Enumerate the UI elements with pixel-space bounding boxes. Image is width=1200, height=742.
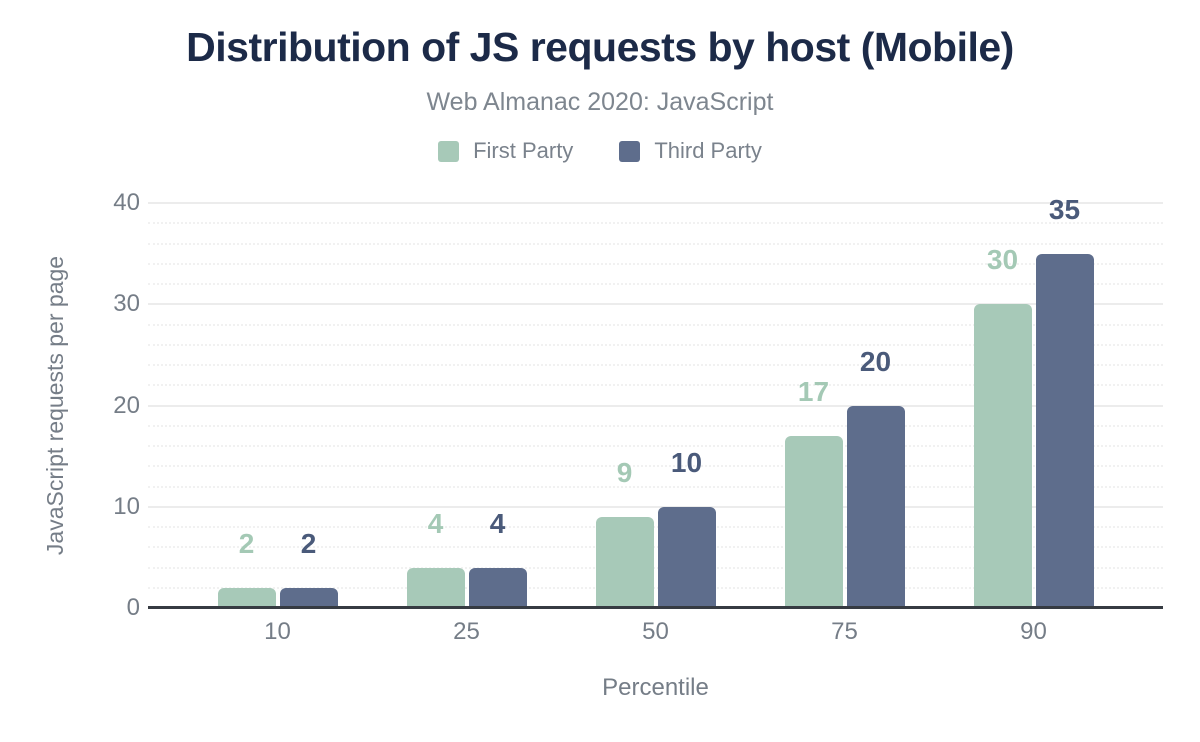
gridline-minor	[148, 445, 1163, 447]
x-tick-label-10: 10	[264, 618, 291, 645]
value-label-first-party-p90: 30	[986, 244, 1019, 276]
bar-third-party-p10	[279, 587, 338, 608]
value-label-third-party-p90: 35	[1048, 193, 1081, 225]
gridline-minor	[148, 465, 1163, 468]
bar-third-party-p90	[1035, 253, 1094, 608]
value-label-first-party-p10: 2	[238, 527, 255, 559]
x-tick-label-50: 50	[642, 618, 669, 645]
y-tick-label-0: 0	[126, 594, 140, 621]
x-tick-label-75: 75	[831, 618, 858, 645]
gridline-major	[148, 202, 1163, 204]
gridline-minor	[148, 546, 1163, 549]
gridline-major	[148, 303, 1163, 306]
legend-swatch-first-party	[438, 140, 460, 162]
legend-item-third-party: Third Party	[619, 138, 762, 164]
gridline-major	[148, 404, 1163, 407]
x-tick-label-25: 25	[453, 618, 480, 645]
x-axis-title: Percentile	[602, 674, 709, 701]
legend-label-third-party: Third Party	[654, 138, 762, 163]
gridline-minor	[148, 222, 1163, 225]
gridline-minor	[148, 364, 1163, 366]
value-label-third-party-p75: 20	[859, 345, 892, 377]
bar-first-party-p10	[217, 587, 276, 608]
y-tick-label-20: 20	[113, 391, 140, 419]
value-label-third-party-p50: 10	[670, 446, 703, 478]
plot-area: 2 4 9 17 30 2 4 10 20 35	[148, 195, 1163, 609]
gridline-minor	[148, 262, 1163, 265]
gridline-minor	[148, 384, 1163, 387]
value-label-first-party-p75: 17	[797, 375, 830, 407]
gridline-minor	[148, 586, 1163, 589]
value-label-first-party-p25: 4	[427, 507, 444, 539]
value-label-third-party-p10: 2	[300, 527, 317, 559]
y-tick-label-10: 10	[113, 492, 140, 520]
bar-first-party-p75	[784, 435, 843, 608]
y-tick-label-30: 30	[113, 290, 140, 318]
gridline-minor	[148, 283, 1163, 285]
legend-label-first-party: First Party	[473, 138, 574, 163]
legend-swatch-third-party	[619, 140, 641, 162]
gridline-minor	[148, 343, 1163, 346]
gridline-minor	[148, 323, 1163, 326]
legend-item-first-party: First Party	[438, 138, 573, 164]
gridline-minor	[148, 526, 1163, 528]
y-tick-label-40: 40	[113, 189, 140, 216]
gridline-minor	[148, 566, 1163, 569]
bar-third-party-p25	[468, 567, 527, 608]
bar-third-party-p75	[846, 405, 905, 608]
bar-first-party-p25	[406, 567, 465, 608]
bar-first-party-p90	[973, 304, 1032, 608]
gridline-minor	[148, 242, 1163, 245]
chart-title: Distribution of JS requests by host (Mob…	[186, 24, 1014, 70]
chart-subtitle: Web Almanac 2020: JavaScript	[426, 88, 774, 116]
bar-third-party-p50	[657, 506, 716, 608]
x-axis-baseline	[148, 606, 1163, 609]
x-tick-label-90: 90	[1020, 618, 1047, 645]
gridline-minor	[148, 424, 1163, 427]
gridline-major	[148, 505, 1163, 508]
bar-first-party-p50	[595, 516, 654, 608]
value-label-first-party-p50: 9	[616, 456, 633, 488]
value-label-third-party-p25: 4	[489, 507, 506, 539]
legend: First Party Third Party	[0, 138, 1200, 164]
gridline-minor	[148, 485, 1163, 488]
